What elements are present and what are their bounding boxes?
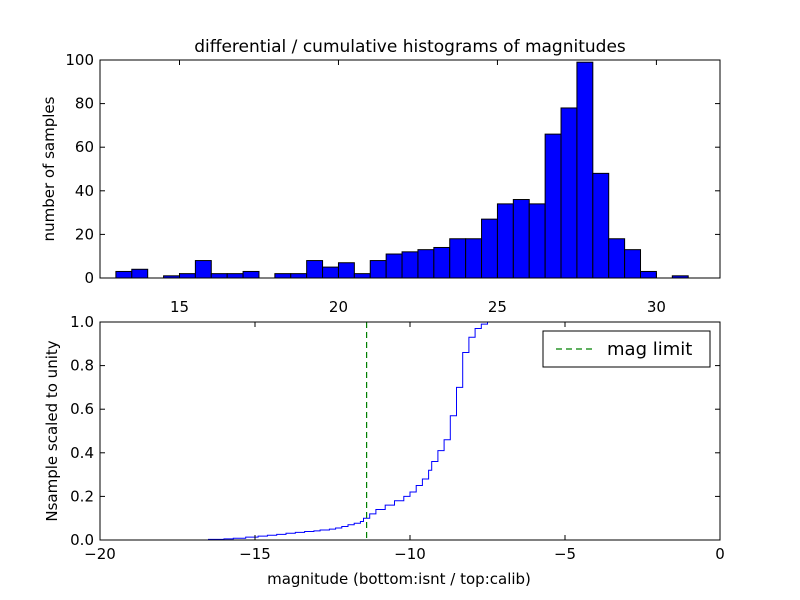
- histogram-frame: [99, 59, 721, 279]
- histogram-bar-24: [528, 203, 546, 279]
- histogram-bar-21: [481, 218, 498, 279]
- histogram-bar-12: [337, 262, 355, 279]
- cumulative-x-tick-label: −15: [239, 545, 271, 563]
- histogram-x-tick-label: 15: [170, 298, 189, 316]
- cumulative-x-tick-label: 0: [715, 545, 725, 563]
- legend: mag limit: [542, 330, 711, 368]
- histogram-title: differential / cumulative histograms of …: [194, 37, 626, 57]
- histogram-bar-16: [401, 251, 419, 279]
- cumulative-y-tick-label: 0.6: [70, 400, 94, 418]
- histogram-bar-17: [417, 249, 435, 279]
- histogram-ticks: 15 20 25 30 0 20 40 60 80 100: [65, 51, 720, 316]
- histogram-y-axis-label: number of samples: [40, 96, 58, 241]
- histogram-x-tick-label: 20: [329, 298, 348, 316]
- cumulative-step-line: [100, 321, 720, 541]
- histogram-bar-15: [385, 253, 403, 279]
- histogram-bar-19: [449, 238, 467, 279]
- histogram-bars: [115, 61, 689, 279]
- histogram-bar-13: [353, 273, 371, 279]
- cumulative-y-tick-label: 0.8: [70, 357, 94, 375]
- histogram-chart: differential / cumulative histograms of …: [40, 37, 721, 316]
- histogram-bar-25: [544, 133, 562, 279]
- histogram-bar-14: [369, 260, 387, 279]
- cumulative-x-tick-label: −10: [394, 545, 426, 563]
- histogram-bar-30: [624, 249, 642, 279]
- histogram-bar-5: [210, 273, 228, 279]
- histogram-bar-11: [322, 266, 339, 279]
- histogram-bar-28: [592, 172, 610, 279]
- cumulative-x-tick-label: −20: [84, 545, 116, 563]
- cumulative-y-axis-label: Nsample scaled to unity: [43, 340, 61, 521]
- histogram-bar-18: [433, 246, 451, 279]
- cumulative-y-tick-label: 0.0: [70, 531, 94, 549]
- histogram-bar-1: [131, 268, 149, 279]
- cumulative-y-tick-label: 0.2: [70, 487, 94, 505]
- histogram-bar-20: [465, 238, 483, 279]
- histogram-bar-23: [512, 199, 530, 279]
- histogram-bar-3: [178, 273, 196, 279]
- cumulative-x-tick-label: −5: [554, 545, 576, 563]
- histogram-bar-22: [496, 203, 514, 279]
- histogram-bar-7: [242, 270, 260, 279]
- histogram-bar-6: [226, 273, 244, 279]
- cumulative-y-tick-label: 1.0: [70, 313, 94, 331]
- histogram-bar-4: [194, 260, 212, 279]
- histogram-bar-0: [115, 270, 133, 279]
- cumulative-frame: [99, 321, 721, 541]
- cumulative-x-axis-label: magnitude (bottom:isnt / top:calib): [267, 570, 531, 588]
- legend-mag-limit-label: mag limit: [607, 339, 692, 360]
- histogram-bar-9: [290, 273, 308, 279]
- histogram-y-tick-label: 60: [75, 138, 94, 156]
- histogram-bar-8: [274, 273, 292, 279]
- histogram-bar-31: [640, 270, 657, 279]
- histogram-bar-27: [576, 61, 594, 279]
- histogram-x-tick-label: 30: [647, 298, 666, 316]
- histogram-y-tick-label: 80: [75, 95, 94, 113]
- cumulative-y-tick-label: 0.4: [70, 444, 94, 462]
- histogram-y-tick-label: 0: [84, 269, 94, 287]
- histogram-bar-29: [608, 238, 626, 279]
- histogram-y-tick-label: 40: [75, 182, 94, 200]
- histogram-bar-26: [560, 107, 578, 279]
- histogram-x-tick-label: 25: [488, 298, 507, 316]
- histogram-y-tick-label: 20: [75, 225, 94, 243]
- cumulative-ticks: −20 −15 −10 −5 0 0.0 0.2 0.4 0.6 0.8 1.0: [70, 313, 725, 563]
- histogram-y-tick-label: 100: [65, 51, 94, 69]
- histogram-bar-10: [306, 260, 324, 279]
- cumulative-chart: magnitude (bottom:isnt / top:calib) Nsam…: [43, 313, 725, 588]
